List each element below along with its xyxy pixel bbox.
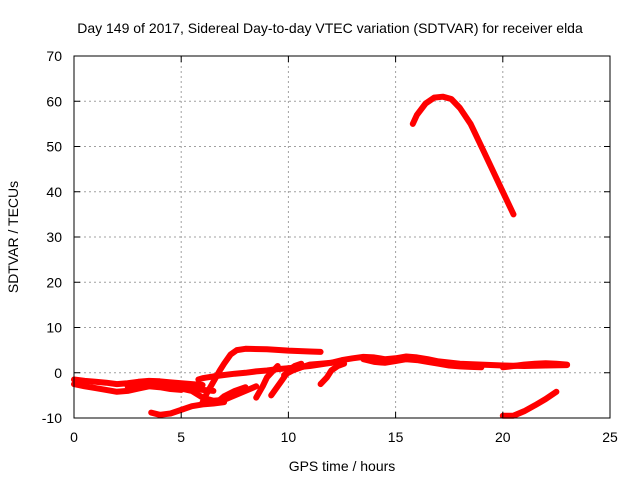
chart-title: Day 149 of 2017, Sidereal Day-to-day VTE… [77, 20, 583, 36]
y-tick-label: 40 [46, 184, 62, 200]
x-tick-label: 20 [495, 429, 511, 445]
y-tick-label: 70 [46, 48, 62, 64]
trace-arc-02 [71, 381, 185, 395]
y-tick-label: 30 [46, 229, 62, 245]
y-tick-label: 60 [46, 93, 62, 109]
x-axis-label: GPS time / hours [289, 458, 396, 474]
y-tick-label: 50 [46, 139, 62, 155]
y-tick-label: 0 [54, 365, 62, 381]
x-tick-label: 0 [70, 429, 78, 445]
trace-arc-03 [124, 379, 217, 394]
y-axis-label: SDTVAR / TECUs [5, 181, 21, 293]
y-tick-label: 10 [46, 320, 62, 336]
trace-arc-09 [253, 363, 281, 401]
y-tick-label: -10 [42, 410, 62, 426]
grid-lines [74, 56, 610, 418]
trace-arc-12 [317, 360, 348, 388]
data-traces [71, 93, 571, 419]
trace-arc-06 [199, 345, 324, 406]
trace-arc-08 [216, 384, 249, 403]
trace-arc-15 [499, 360, 571, 371]
trace-arc-14 [360, 356, 485, 371]
y-tick-label: 20 [46, 274, 62, 290]
trace-arc-17 [409, 93, 517, 218]
trace-arc-04 [148, 399, 228, 418]
trace-arc-16 [499, 388, 560, 419]
axis-ticks: 0 5 10 15 20 25 -10 0 10 20 30 40 50 60 70 [42, 48, 618, 445]
x-tick-label: 10 [281, 429, 297, 445]
x-tick-label: 25 [602, 429, 618, 445]
x-tick-label: 15 [388, 429, 404, 445]
x-tick-label: 5 [177, 429, 185, 445]
